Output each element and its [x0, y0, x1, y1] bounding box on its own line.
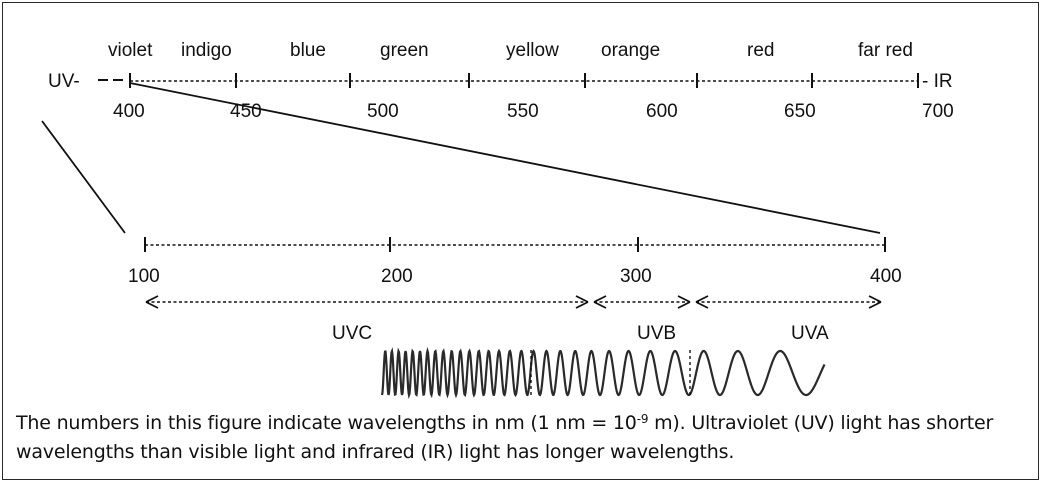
waveform-illustration — [380, 346, 826, 400]
caption-exponent: -9 — [636, 412, 649, 426]
tick-label-400: 400 — [113, 101, 145, 122]
color-label-red: red — [747, 40, 774, 61]
tick-label-500: 500 — [367, 101, 399, 122]
tick-label-650: 650 — [784, 101, 816, 122]
uv-tick-label-200: 200 — [381, 266, 413, 287]
band-label-uva: UVA — [791, 323, 829, 344]
caption-text-2: m). Ultraviolet (UV) light has shorter w… — [16, 412, 994, 463]
uv-tick-label-300: 300 — [620, 266, 652, 287]
color-label-yellow: yellow — [506, 40, 559, 61]
color-label-orange: orange — [601, 40, 660, 61]
tick-label-700: 700 — [922, 101, 954, 122]
wavelength-wave — [380, 346, 826, 400]
color-label-far-red: far red — [858, 40, 913, 61]
color-label-violet: violet — [108, 40, 153, 61]
tick-label-550: 550 — [507, 101, 539, 122]
color-label-green: green — [380, 40, 429, 61]
tick-label-600: 600 — [646, 101, 678, 122]
band-label-uvb: UVB — [637, 323, 676, 344]
caption-text-1: The numbers in this figure indicate wave… — [16, 412, 637, 434]
zoom-line-left — [41, 120, 126, 234]
visible-spectrum: UV- - IR violet indigo blue green yellow… — [48, 40, 954, 122]
uv-end-label: UV- — [48, 71, 80, 92]
band-label-uvc: UVC — [332, 323, 372, 344]
tick-label-450: 450 — [230, 101, 262, 122]
uvb-range-arrow — [593, 295, 691, 309]
uvc-range-arrow — [145, 295, 589, 309]
uva-range-arrow — [695, 295, 882, 309]
color-label-blue: blue — [290, 40, 326, 61]
uv-tick-label-400: 400 — [870, 266, 902, 287]
uv-tick-label-100: 100 — [128, 266, 160, 287]
color-label-indigo: indigo — [181, 40, 232, 61]
ir-end-label: - IR — [922, 71, 953, 92]
figure-caption: The numbers in this figure indicate wave… — [16, 409, 1026, 467]
uv-spectrum: 100 200 300 400 UVC UVB UVA — [128, 237, 902, 344]
zoom-line-right — [129, 82, 881, 234]
